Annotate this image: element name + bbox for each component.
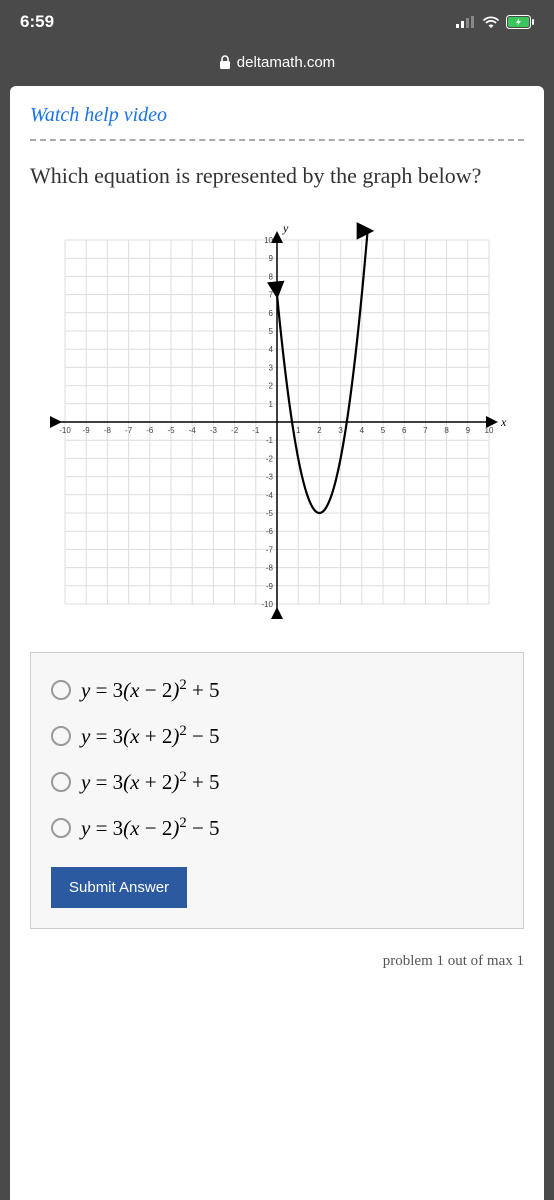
svg-text:y: y (282, 222, 289, 235)
svg-text:6: 6 (402, 426, 407, 435)
svg-text:4: 4 (360, 426, 365, 435)
svg-text:6: 6 (269, 309, 274, 318)
status-bar: 6:59 (0, 0, 554, 44)
svg-text:8: 8 (269, 272, 274, 281)
svg-text:-1: -1 (266, 436, 274, 445)
signal-icon (456, 16, 476, 28)
answer-options: y = 3(x − 2)2 + 5 y = 3(x + 2)2 − 5 y = 3(… (30, 652, 524, 929)
problem-counter: problem 1 out of max 1 (30, 953, 524, 970)
svg-text:9: 9 (269, 254, 274, 263)
svg-text:10: 10 (485, 426, 494, 435)
svg-text:-2: -2 (231, 426, 239, 435)
svg-text:3: 3 (338, 426, 343, 435)
svg-text:-1: -1 (252, 426, 260, 435)
svg-text:-3: -3 (266, 472, 274, 481)
svg-text:-7: -7 (125, 426, 133, 435)
browser-url: deltamath.com (237, 54, 335, 71)
svg-text:1: 1 (296, 426, 301, 435)
divider (30, 139, 524, 141)
answer-option-3[interactable]: y = 3(x + 2)2 + 5 (51, 769, 503, 795)
svg-text:-5: -5 (167, 426, 175, 435)
question-text: Which equation is represented by the gra… (30, 161, 524, 192)
svg-text:5: 5 (269, 327, 274, 336)
svg-text:8: 8 (444, 426, 449, 435)
parabola-chart: -10 -9 -8 -7 -6 -5 -4 -3 -2 -1 1 2 3 4 5 6 7 8 9 10 -10 -9 -8 -… (47, 222, 507, 622)
status-indicators (456, 15, 534, 29)
svg-text:10: 10 (264, 236, 273, 245)
svg-text:2: 2 (269, 381, 274, 390)
svg-text:-6: -6 (146, 426, 154, 435)
svg-text:7: 7 (269, 290, 274, 299)
svg-text:1: 1 (269, 400, 274, 409)
status-time: 6:59 (20, 12, 54, 32)
svg-text:2: 2 (317, 426, 322, 435)
svg-text:-4: -4 (266, 491, 274, 500)
svg-text:-6: -6 (266, 527, 274, 536)
radio-icon (51, 680, 71, 700)
radio-icon (51, 726, 71, 746)
submit-answer-button[interactable]: Submit Answer (51, 867, 187, 908)
svg-text:-4: -4 (189, 426, 197, 435)
svg-text:-9: -9 (266, 582, 274, 591)
radio-icon (51, 772, 71, 792)
svg-text:-9: -9 (83, 426, 91, 435)
lock-icon (219, 55, 231, 69)
svg-text:4: 4 (269, 345, 274, 354)
svg-text:7: 7 (423, 426, 428, 435)
equation-label: y = 3(x + 2)2 − 5 (81, 723, 220, 749)
content-card: Watch help video Which equation is repre… (10, 86, 544, 1200)
svg-text:3: 3 (269, 363, 274, 372)
svg-text:-3: -3 (210, 426, 218, 435)
equation-label: y = 3(x + 2)2 + 5 (81, 769, 220, 795)
battery-charging-icon (506, 15, 534, 29)
svg-text:-5: -5 (266, 509, 274, 518)
equation-label: y = 3(x − 2)2 − 5 (81, 815, 220, 841)
help-video-link[interactable]: Watch help video (30, 104, 167, 127)
svg-text:5: 5 (381, 426, 386, 435)
svg-text:-7: -7 (266, 545, 274, 554)
radio-icon (51, 818, 71, 838)
answer-option-1[interactable]: y = 3(x − 2)2 + 5 (51, 677, 503, 703)
svg-text:-8: -8 (104, 426, 112, 435)
chart-container: -10 -9 -8 -7 -6 -5 -4 -3 -2 -1 1 2 3 4 5 6 7 8 9 10 -10 -9 -8 -… (30, 222, 524, 622)
browser-bar: deltamath.com (0, 44, 554, 80)
equation-label: y = 3(x − 2)2 + 5 (81, 677, 220, 703)
svg-text:-10: -10 (59, 426, 71, 435)
svg-text:-10: -10 (261, 600, 273, 609)
answer-option-4[interactable]: y = 3(x − 2)2 − 5 (51, 815, 503, 841)
svg-text:9: 9 (466, 426, 471, 435)
answer-option-2[interactable]: y = 3(x + 2)2 − 5 (51, 723, 503, 749)
svg-text:-2: -2 (266, 454, 274, 463)
svg-text:x: x (500, 415, 507, 429)
svg-text:-8: -8 (266, 563, 274, 572)
wifi-icon (482, 15, 500, 29)
